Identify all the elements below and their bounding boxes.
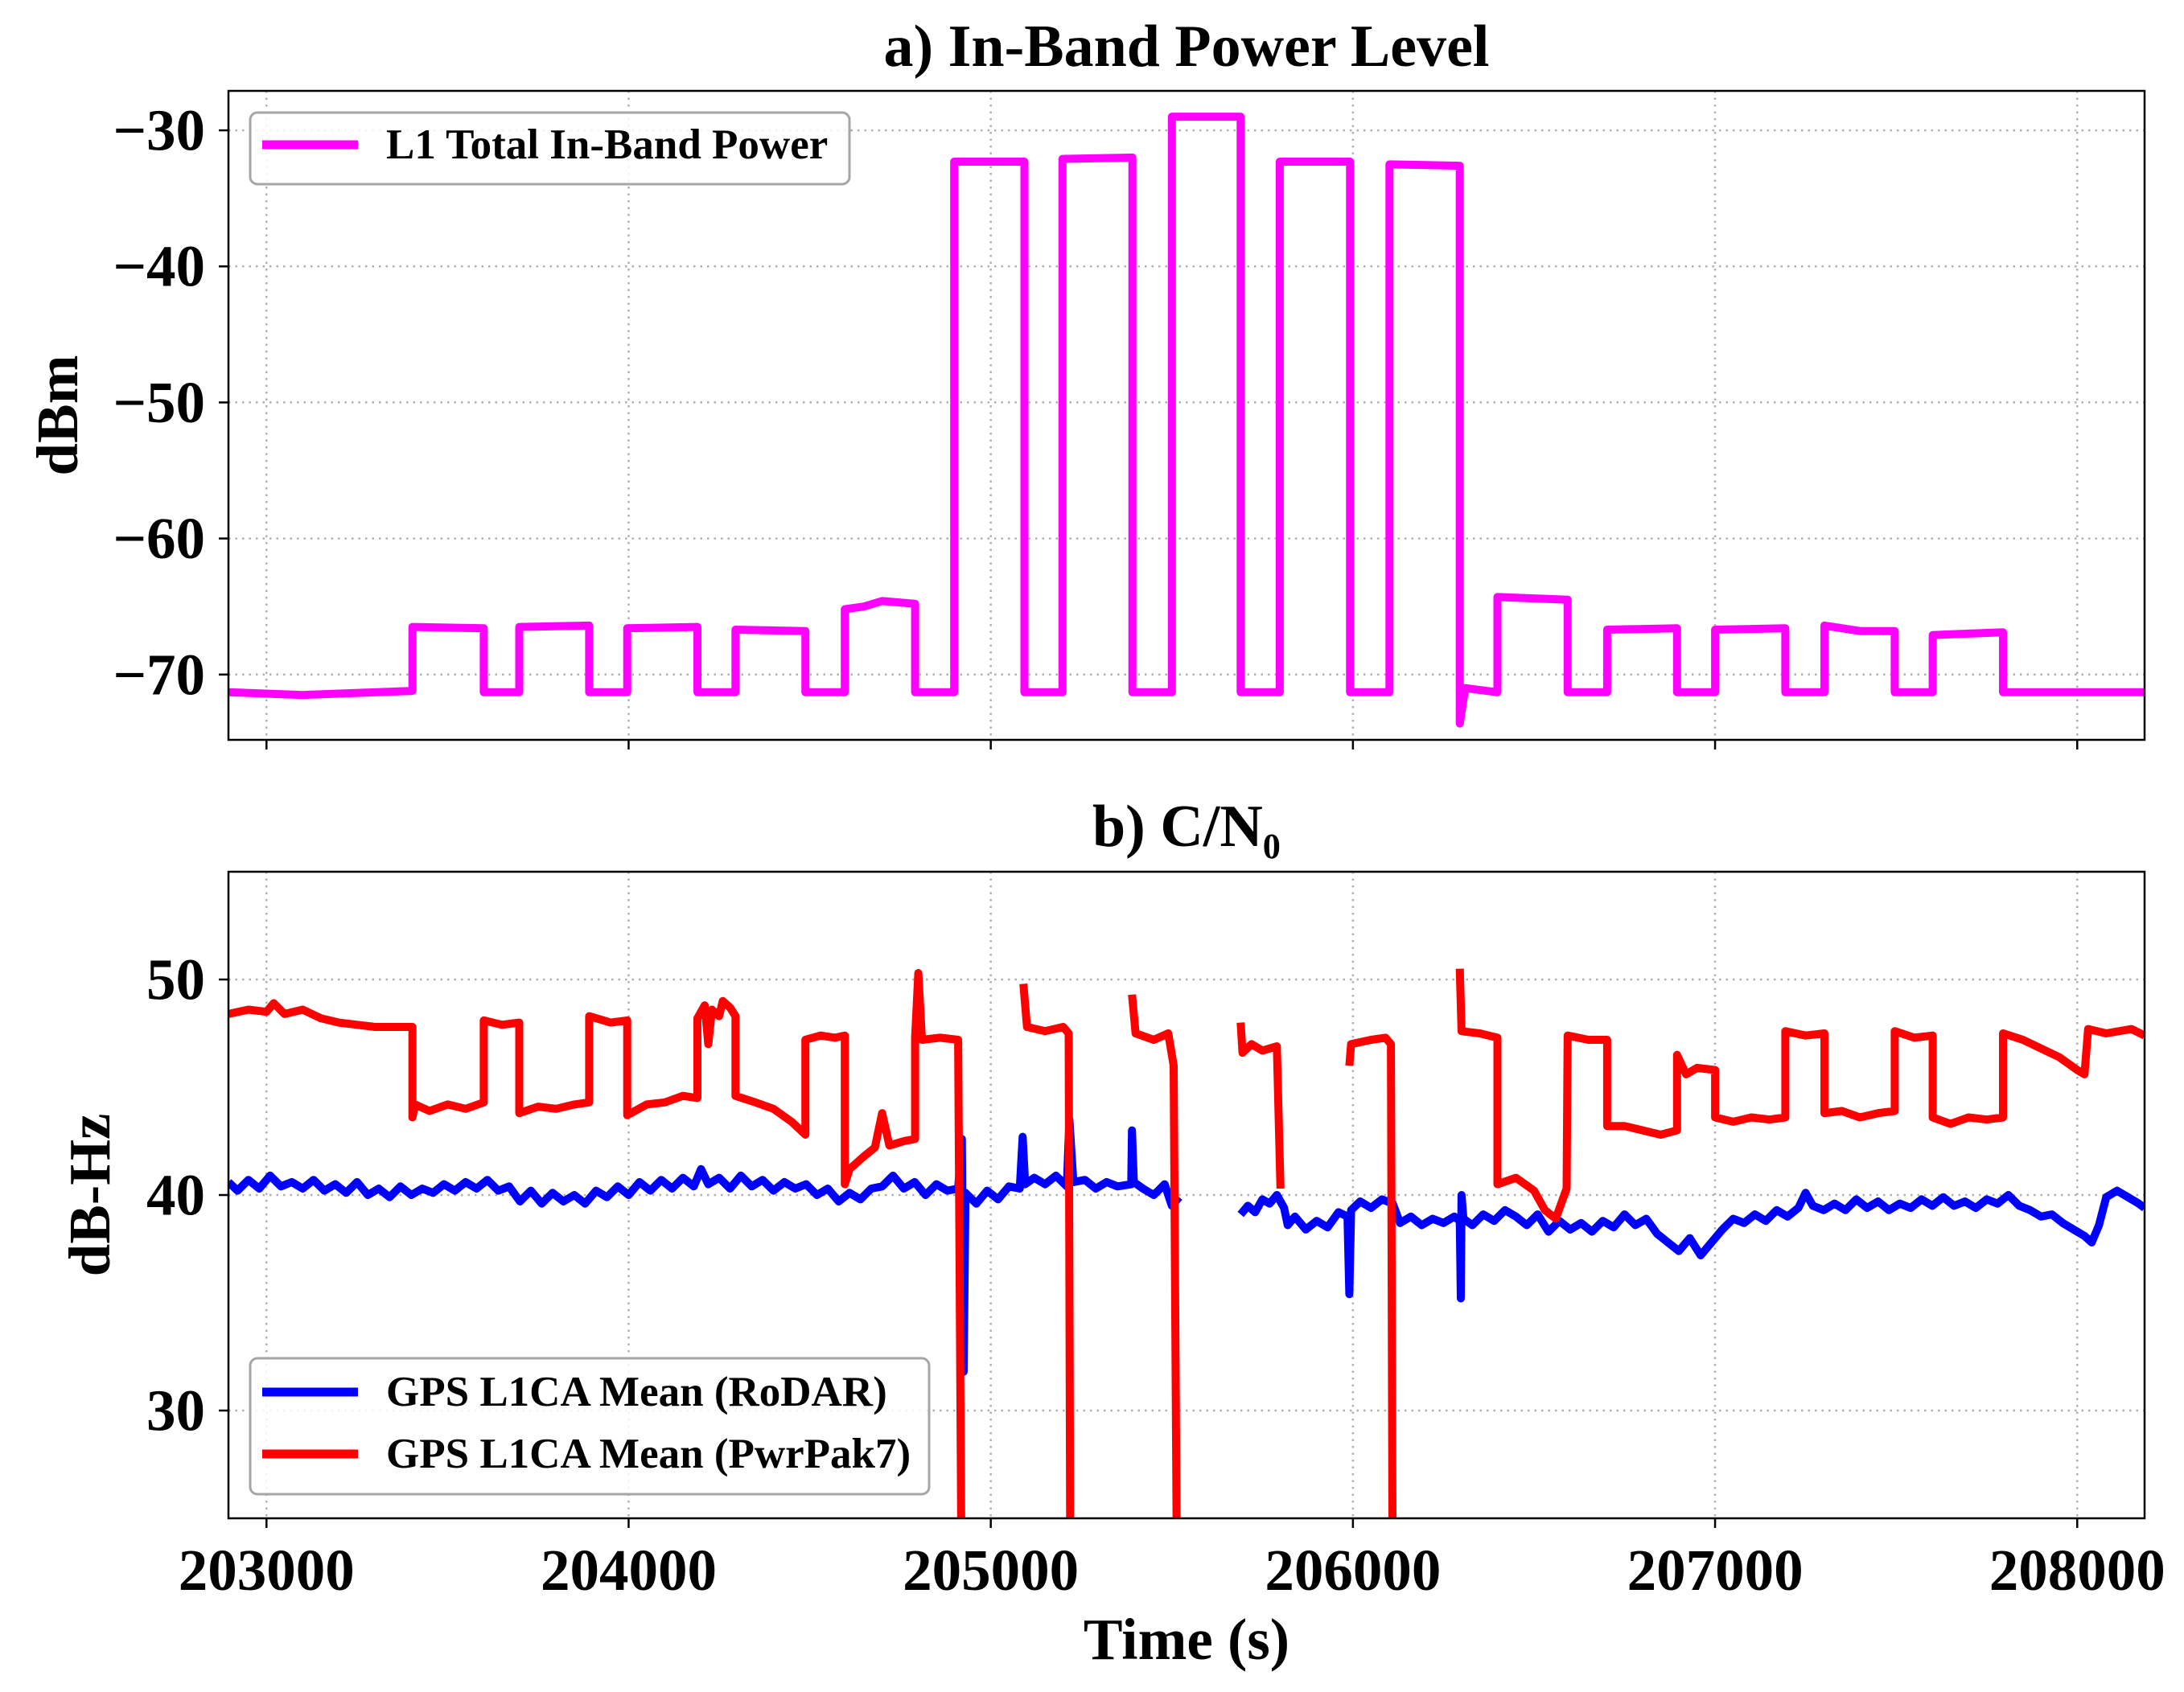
- cn0-panel: 203000 204000 205000 206000 207000 208000 30 40…: [57, 794, 2165, 1672]
- power-panel: −30 −40 −50 −60 −70 a) In-Band Power Level dBm…: [25, 14, 2146, 749]
- cn0-panel-x-axis-label: Time (s): [1084, 1607, 1289, 1672]
- series-line-l1-total-in-band-power: [228, 113, 2145, 728]
- power-panel-y-axis-label: dBm: [25, 355, 90, 475]
- power-panel-ytick-label: −50: [113, 370, 205, 435]
- legend-label-gps-l1ca-mean-pwrpak7: GPS L1CA Mean (PwrPak7): [386, 1431, 911, 1477]
- power-panel-legend: L1 Total In-Band Power: [249, 111, 851, 186]
- power-panel-ytick-label: −70: [113, 642, 205, 707]
- cn0-panel-xtick-label: 205000: [903, 1538, 1079, 1603]
- cn0-panel-legend-box: [249, 1357, 931, 1496]
- power-panel-series-group: [228, 113, 2145, 728]
- cn0-panel-series-group: [228, 968, 2145, 1518]
- power-panel-ytick-label: −60: [113, 506, 205, 571]
- cn0-panel-xtick-label: 206000: [1265, 1538, 1441, 1603]
- cn0-panel-legend: GPS L1CA Mean (RoDAR) GPS L1CA Mean (PwrP…: [249, 1357, 931, 1496]
- power-panel-frame: [227, 89, 2146, 741]
- cn0-panel-ytick-label: 40: [146, 1163, 205, 1228]
- cn0-panel-y-axis-label: dB-Hz: [57, 1114, 122, 1277]
- power-panel-legend-box: [249, 111, 851, 186]
- cn0-panel-xtick-label: 207000: [1627, 1538, 1804, 1603]
- cn0-panel-frame: [227, 870, 2146, 1520]
- power-panel-title: a) In-Band Power Level: [883, 14, 1489, 80]
- cn0-panel-ytick-label: 30: [146, 1378, 205, 1444]
- cn0-panel-xtick-label: 208000: [1989, 1538, 2165, 1603]
- series-line-gps-l1ca-mean-rodar: [228, 1115, 2145, 1376]
- cn0-panel-ytick-label: 50: [146, 947, 205, 1012]
- power-panel-ytick-label: −40: [113, 234, 205, 299]
- series-line-gps-l1ca-mean-pwrpak7: [228, 968, 2145, 1518]
- power-panel-ytick-label: −30: [113, 98, 205, 163]
- legend-label-gps-l1ca-mean-rodar: GPS L1CA Mean (RoDAR): [386, 1369, 887, 1415]
- legend-label-l1-total-in-band-power: L1 Total In-Band Power: [386, 121, 828, 168]
- cn0-panel-xtick-label: 204000: [541, 1538, 717, 1603]
- cn0-panel-title: b) C/N₀: [1092, 794, 1281, 860]
- cn0-panel-xtick-label: 203000: [179, 1538, 355, 1603]
